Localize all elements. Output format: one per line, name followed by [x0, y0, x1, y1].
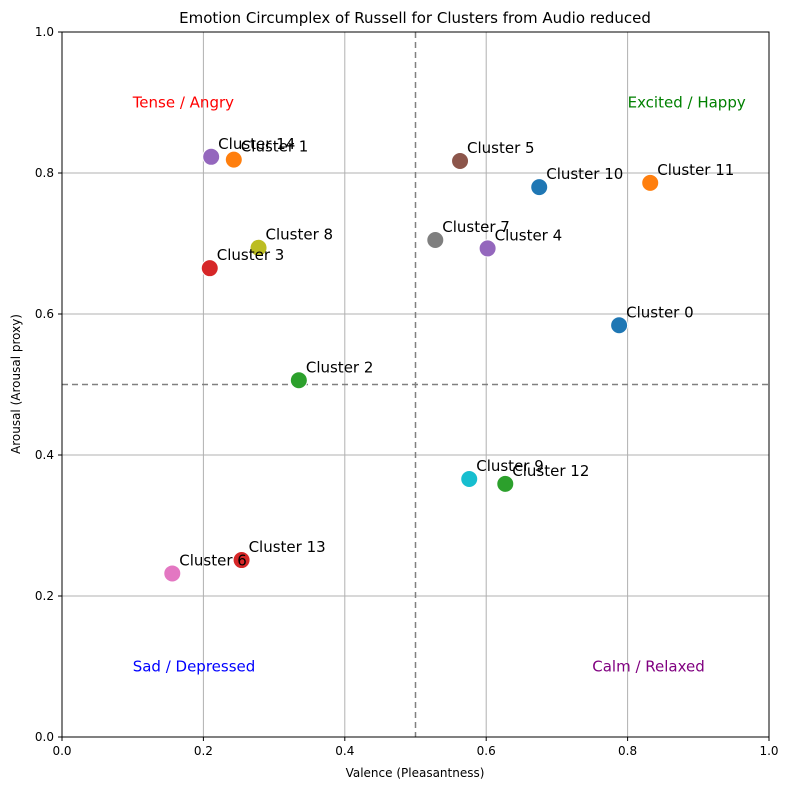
- y-tick-label: 0.0: [35, 730, 54, 744]
- point-label: Cluster 2: [306, 358, 374, 376]
- point-label: Cluster 11: [657, 161, 734, 179]
- data-point: [610, 316, 629, 335]
- point-label: Cluster 3: [217, 246, 285, 264]
- x-tick-label: 1.0: [759, 744, 778, 758]
- point-label: Cluster 10: [546, 165, 623, 183]
- x-tick-label: 0.0: [52, 744, 71, 758]
- data-point: [460, 469, 479, 488]
- y-tick-label: 0.6: [35, 307, 54, 321]
- point-label: Cluster 5: [467, 139, 535, 157]
- data-point: [200, 259, 219, 278]
- quadrant-label: Excited / Happy: [628, 94, 746, 112]
- x-tick-label: 0.4: [335, 744, 354, 758]
- plot-area-frame: [61, 31, 770, 738]
- data-point: [426, 230, 445, 249]
- point-label: Cluster 8: [266, 226, 334, 244]
- quadrant-label: Tense / Angry: [132, 94, 234, 112]
- data-point: [451, 152, 470, 171]
- data-point: [478, 239, 497, 258]
- point-label: Cluster 14: [218, 135, 295, 153]
- quadrant-labels: Tense / Angry Excited / Happy Sad / Depres…: [132, 94, 746, 676]
- x-axis-label: Valence (Pleasantness): [346, 766, 485, 780]
- data-point: [232, 551, 251, 570]
- axis-ticks: 0.0 0.2 0.4 0.6 0.8 1.0 0.0 0.2 0.4 0.6 0.8 1.0: [35, 25, 779, 758]
- point-label: Cluster 0: [626, 303, 694, 321]
- x-tick-label: 0.6: [477, 744, 496, 758]
- x-tick-label: 0.8: [618, 744, 637, 758]
- point-label: Cluster 13: [249, 538, 326, 556]
- x-tick-label: 0.2: [194, 744, 213, 758]
- y-tick-label: 0.4: [35, 448, 54, 462]
- data-point: [224, 150, 243, 169]
- point-label: Cluster 9: [476, 457, 544, 475]
- data-point: [202, 147, 221, 166]
- point-label: Cluster 6: [179, 551, 247, 569]
- data-point: [641, 173, 660, 192]
- data-point: [496, 474, 515, 493]
- y-tick-label: 0.2: [35, 589, 54, 603]
- quadrant-label: Sad / Depressed: [133, 658, 256, 676]
- quadrant-label: Calm / Relaxed: [592, 658, 705, 676]
- reference-lines: [62, 32, 769, 737]
- data-point: [249, 238, 268, 257]
- y-tick-label: 0.8: [35, 166, 54, 180]
- point-label: Cluster 4: [495, 226, 563, 244]
- data-point: [289, 371, 308, 390]
- y-axis-label: Arousal (Arousal proxy): [9, 314, 23, 454]
- y-tick-label: 1.0: [35, 25, 54, 39]
- point-labels: Cluster 0 Cluster 1 Cluster 2 Cluster 3 Clus…: [179, 135, 734, 570]
- data-point: [163, 564, 182, 583]
- point-label: Cluster 7: [442, 218, 510, 236]
- point-label: Cluster 1: [241, 138, 309, 156]
- point-label: Cluster 12: [512, 462, 589, 480]
- chart-title: Emotion Circumplex of Russell for Cluste…: [179, 9, 651, 27]
- data-point: [530, 178, 549, 197]
- data-points: [163, 147, 660, 583]
